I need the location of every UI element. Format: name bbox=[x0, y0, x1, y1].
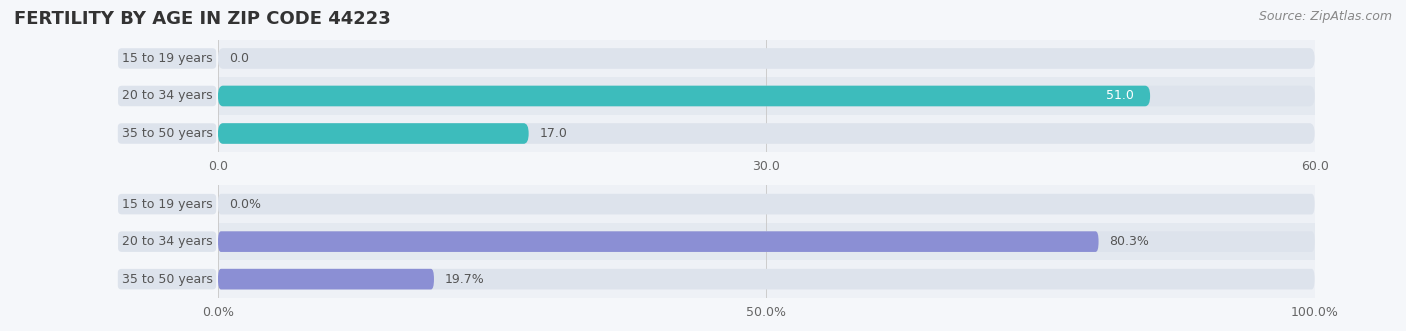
Bar bbox=[218, 40, 1315, 77]
Text: 0.0: 0.0 bbox=[229, 52, 249, 65]
FancyBboxPatch shape bbox=[218, 123, 1315, 144]
Text: 15 to 19 years: 15 to 19 years bbox=[122, 198, 212, 211]
Bar bbox=[218, 260, 1315, 298]
Text: 0.0%: 0.0% bbox=[229, 198, 262, 211]
Text: Source: ZipAtlas.com: Source: ZipAtlas.com bbox=[1258, 10, 1392, 23]
Text: 80.3%: 80.3% bbox=[1109, 235, 1150, 248]
Bar bbox=[218, 115, 1315, 152]
Bar bbox=[218, 223, 1315, 260]
Text: 51.0: 51.0 bbox=[1105, 89, 1133, 103]
Text: 35 to 50 years: 35 to 50 years bbox=[121, 127, 212, 140]
Text: FERTILITY BY AGE IN ZIP CODE 44223: FERTILITY BY AGE IN ZIP CODE 44223 bbox=[14, 10, 391, 28]
Text: 15 to 19 years: 15 to 19 years bbox=[122, 52, 212, 65]
FancyBboxPatch shape bbox=[218, 48, 1315, 69]
FancyBboxPatch shape bbox=[218, 86, 1150, 106]
FancyBboxPatch shape bbox=[218, 123, 529, 144]
FancyBboxPatch shape bbox=[218, 269, 1315, 289]
Text: 35 to 50 years: 35 to 50 years bbox=[121, 273, 212, 286]
FancyBboxPatch shape bbox=[218, 194, 1315, 214]
FancyBboxPatch shape bbox=[218, 86, 1315, 106]
Bar bbox=[218, 77, 1315, 115]
FancyBboxPatch shape bbox=[218, 231, 1098, 252]
Text: 17.0: 17.0 bbox=[540, 127, 568, 140]
Text: 19.7%: 19.7% bbox=[444, 273, 485, 286]
FancyBboxPatch shape bbox=[218, 231, 1315, 252]
Text: 20 to 34 years: 20 to 34 years bbox=[122, 89, 212, 103]
Text: 20 to 34 years: 20 to 34 years bbox=[122, 235, 212, 248]
FancyBboxPatch shape bbox=[218, 269, 434, 289]
Bar bbox=[218, 185, 1315, 223]
